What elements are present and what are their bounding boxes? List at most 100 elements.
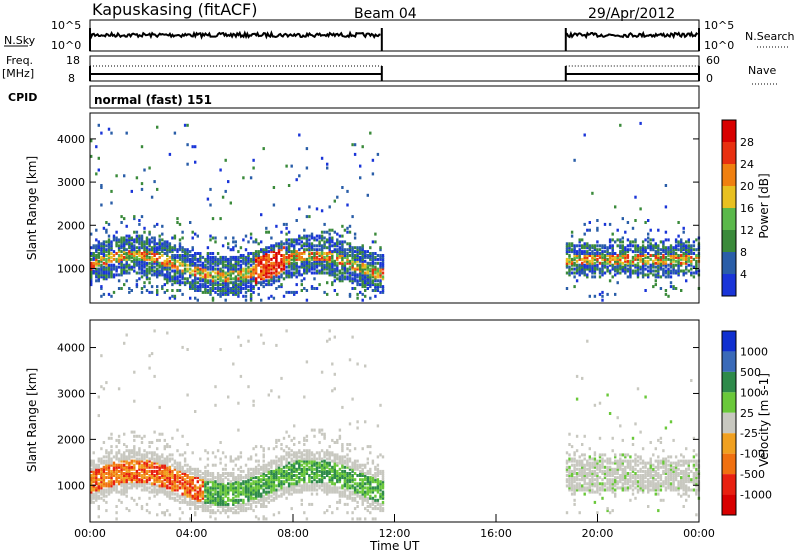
heatmap-cell xyxy=(107,292,111,296)
heatmap-cell xyxy=(374,287,377,290)
heatmap-cell xyxy=(265,279,268,283)
heatmap-cell xyxy=(333,472,336,475)
heatmap-cell xyxy=(262,281,265,285)
heatmap-cell xyxy=(381,259,385,263)
heatmap-cell xyxy=(209,509,212,513)
heatmap-cell xyxy=(123,467,126,471)
heatmap-cell xyxy=(376,482,380,486)
heatmap-cell xyxy=(293,459,296,463)
heatmap-cell xyxy=(194,275,197,279)
heatmap-cell xyxy=(135,234,139,238)
heatmap-cell xyxy=(252,467,255,471)
heatmap-cell xyxy=(272,277,276,281)
nave-label: Nave xyxy=(748,64,776,77)
heatmap-cell xyxy=(150,463,154,467)
heatmap-cell xyxy=(206,478,210,482)
heatmap-cell xyxy=(181,482,184,486)
heatmap-cell xyxy=(376,490,380,494)
heatmap-cell xyxy=(156,453,159,457)
heatmap-cell xyxy=(270,275,273,279)
heatmap-cell xyxy=(606,267,609,271)
heatmap-cell xyxy=(603,257,607,261)
heatmap-cell xyxy=(272,248,276,252)
heatmap-cell xyxy=(298,490,301,494)
heatmap-cell xyxy=(265,490,268,494)
heatmap-cell xyxy=(290,250,293,254)
heatmap-cell xyxy=(254,472,258,475)
heatmap-cell xyxy=(374,252,377,255)
heatmap-cell xyxy=(249,252,253,255)
heatmap-cell xyxy=(629,244,632,248)
heatmap-cell xyxy=(186,476,189,480)
heatmap-cell xyxy=(323,432,326,436)
heatmap-cell xyxy=(621,244,624,248)
heatmap-cell xyxy=(285,164,288,168)
heatmap-cell xyxy=(117,254,121,257)
heatmap-cell xyxy=(257,250,260,254)
heatmap-cell xyxy=(280,269,283,273)
heatmap-cell xyxy=(303,482,306,486)
heatmap-cell xyxy=(260,265,263,269)
heatmap-cell xyxy=(657,263,660,267)
heatmap-cell xyxy=(232,502,235,506)
heatmap-cell xyxy=(356,279,359,283)
heatmap-cell xyxy=(282,492,286,496)
heatmap-cell xyxy=(176,269,179,273)
heatmap-cell xyxy=(92,488,95,492)
heatmap-cell xyxy=(211,498,215,502)
heatmap-cell xyxy=(234,478,237,482)
heatmap-cell xyxy=(171,261,174,265)
heatmap-cell xyxy=(150,248,154,252)
heatmap-cell xyxy=(338,261,342,265)
heatmap-cell xyxy=(338,248,342,252)
heatmap-cell xyxy=(366,275,369,279)
heatmap-cell xyxy=(232,271,235,275)
heatmap-cell xyxy=(219,498,222,502)
heatmap-cell xyxy=(110,242,113,246)
heatmap-cell xyxy=(364,420,367,424)
heatmap-cell xyxy=(194,474,197,477)
heatmap-cell xyxy=(140,259,144,263)
heatmap-cell xyxy=(229,457,232,461)
heatmap-cell xyxy=(199,267,202,271)
heatmap-cell xyxy=(95,238,98,242)
heatmap-cell xyxy=(211,494,215,498)
colorbar-swatch xyxy=(722,230,736,252)
heatmap-cell xyxy=(359,259,362,263)
heatmap-cell xyxy=(254,469,258,473)
heatmap-cell xyxy=(115,505,118,508)
heatmap-cell xyxy=(249,283,253,287)
heatmap-cell xyxy=(659,287,663,290)
heatmap-cell xyxy=(105,221,108,224)
heatmap-cell xyxy=(140,267,144,271)
heatmap-cell xyxy=(178,289,182,292)
heatmap-cell xyxy=(105,449,108,453)
heatmap-cell xyxy=(105,267,108,271)
heatmap-cell xyxy=(680,269,683,273)
heatmap-cell xyxy=(110,294,113,298)
heatmap-cell xyxy=(674,287,678,290)
heatmap-cell xyxy=(586,259,589,263)
heatmap-cell xyxy=(204,478,207,482)
heatmap-cell xyxy=(163,469,166,473)
noise-left-tick-bottom: 10^0 xyxy=(51,39,81,52)
heatmap-cell xyxy=(239,269,243,273)
beam-label: Beam 04 xyxy=(354,6,417,22)
heatmap-cell xyxy=(366,496,369,500)
heatmap-cell xyxy=(647,244,650,248)
heatmap-cell xyxy=(239,271,243,275)
heatmap-cell xyxy=(285,472,288,475)
heatmap-cell xyxy=(239,289,243,292)
heatmap-cell xyxy=(237,476,240,480)
heatmap-cell xyxy=(326,465,329,469)
heatmap-cell xyxy=(333,279,336,283)
heatmap-cell xyxy=(369,490,372,494)
heatmap-cell xyxy=(570,261,574,265)
heatmap-cell xyxy=(257,261,260,265)
heatmap-cell xyxy=(150,261,154,265)
heatmap-cell xyxy=(189,486,192,490)
heatmap-cell xyxy=(206,267,210,271)
heatmap-cell xyxy=(135,469,139,473)
heatmap-cell xyxy=(112,482,116,486)
heatmap-cell xyxy=(110,463,113,467)
